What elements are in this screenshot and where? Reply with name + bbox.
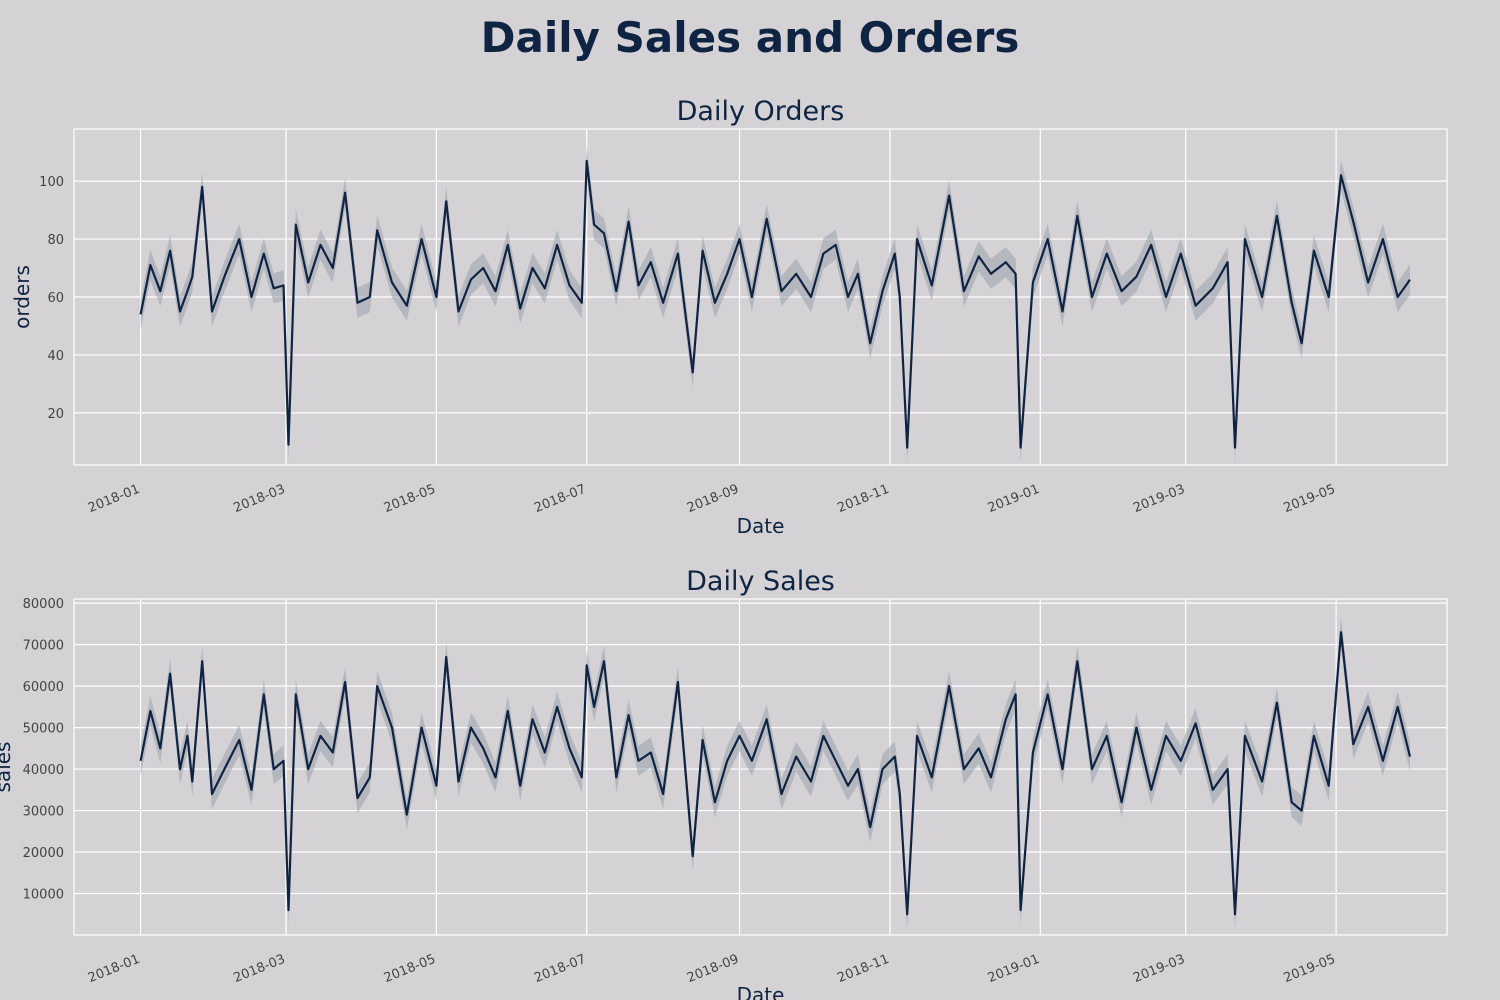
sales-y-tick-label: 10000 <box>23 888 64 903</box>
sales-x-tick-label: 2019-05 <box>1282 952 1338 986</box>
orders-y-tick-label: 100 <box>39 175 64 190</box>
orders-y-tick-label: 40 <box>47 349 64 364</box>
sales-y-axis-label: sales <box>0 742 15 793</box>
sales-chart: Daily Sales 10000 20000 30000 40000 50000 6000… <box>0 566 1448 1000</box>
orders-y-tick-label: 80 <box>47 233 64 248</box>
orders-x-tick-label: 2018-01 <box>86 482 142 516</box>
orders-x-tick-label: 2018-07 <box>532 482 588 516</box>
sales-x-tick-label: 2019-03 <box>1131 952 1187 986</box>
sales-y-tick-label: 40000 <box>23 763 64 778</box>
sales-x-axis-label: Date <box>737 983 785 1000</box>
sales-x-tick-label: 2018-03 <box>231 952 287 986</box>
orders-x-tick-label: 2018-03 <box>231 482 287 516</box>
orders-confidence-band <box>140 145 1411 463</box>
orders-y-axis-label: orders <box>10 265 34 329</box>
sales-x-tick-label: 2018-01 <box>86 952 142 986</box>
sales-x-tick-label: 2018-07 <box>532 952 588 986</box>
sales-series-line <box>139 631 1412 916</box>
orders-plot-frame <box>73 128 1448 466</box>
orders-x-tick-label: 2019-05 <box>1282 482 1338 516</box>
orders-chart-title: Daily Orders <box>677 96 845 127</box>
orders-x-tick-label: 2018-09 <box>685 482 741 516</box>
orders-y-tick-label: 60 <box>47 291 64 306</box>
sales-x-tick-label: 2018-05 <box>382 952 438 986</box>
orders-x-tick-label: 2018-05 <box>382 482 438 516</box>
sales-y-tick-label: 50000 <box>23 722 64 737</box>
sales-y-tick-label: 30000 <box>23 805 64 820</box>
orders-x-tick-label: 2019-01 <box>986 482 1042 516</box>
sales-plot-frame <box>73 598 1448 936</box>
sales-y-tick-label: 80000 <box>23 597 64 612</box>
sales-y-tick-label: 70000 <box>23 639 64 654</box>
orders-x-axis-label: Date <box>737 514 785 538</box>
orders-series-line <box>139 159 1411 449</box>
sales-x-tick-label: 2018-11 <box>835 952 891 986</box>
orders-chart: Daily Orders 20 40 60 80 100 2018-01 2018-03 201… <box>10 96 1448 538</box>
sales-confidence-band <box>140 617 1411 930</box>
sales-x-tick-label: 2019-01 <box>986 952 1042 986</box>
sales-chart-title: Daily Sales <box>686 566 835 597</box>
orders-y-tick-label: 20 <box>47 407 64 422</box>
sales-y-tick-label: 60000 <box>23 680 64 695</box>
orders-x-tick-label: 2019-03 <box>1131 482 1187 516</box>
sales-x-tick-label: 2018-09 <box>685 952 741 986</box>
sales-y-tick-label: 20000 <box>23 846 64 861</box>
page-title: Daily Sales and Orders <box>481 13 1020 62</box>
orders-x-tick-label: 2018-11 <box>835 482 891 516</box>
